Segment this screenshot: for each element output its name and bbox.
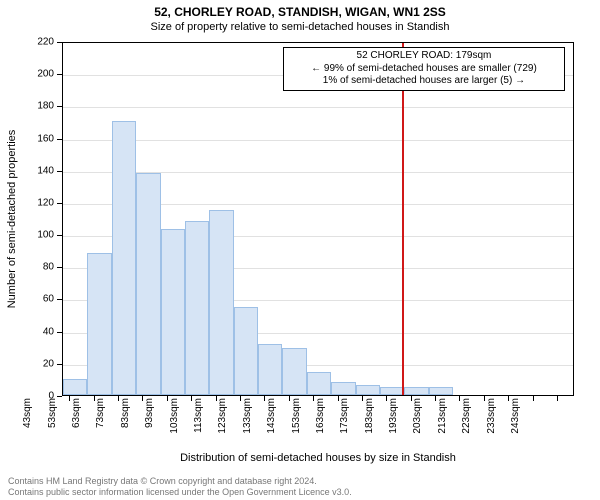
x-tick-label: 243sqm [510, 398, 562, 448]
y-tick [57, 235, 62, 236]
footer: Contains HM Land Registry data © Crown c… [8, 476, 352, 498]
y-tick [57, 396, 62, 397]
histogram-bar [331, 382, 355, 395]
y-tick [57, 203, 62, 204]
y-axis-label: Number of semi-detached properties [6, 42, 18, 396]
chart-container: 52 CHORLEY ROAD: 179sqm ← 99% of semi-de… [0, 0, 600, 500]
y-tick [57, 299, 62, 300]
histogram-bar [63, 379, 87, 395]
histogram-bar [380, 387, 404, 395]
histogram-bar [429, 387, 453, 395]
footer-line-2: Contains public sector information licen… [8, 487, 352, 498]
gridline [63, 107, 573, 108]
y-tick [57, 42, 62, 43]
y-tick [57, 139, 62, 140]
histogram-bar [356, 385, 380, 395]
y-tick [57, 267, 62, 268]
annotation-line-1: 52 CHORLEY ROAD: 179sqm [290, 50, 558, 63]
y-tick [57, 74, 62, 75]
y-tick [57, 106, 62, 107]
gridline [63, 140, 573, 141]
y-tick [57, 171, 62, 172]
x-axis-label: Distribution of semi-detached houses by … [62, 452, 574, 464]
histogram-bar [161, 229, 185, 395]
annotation-line-2: ← 99% of semi-detached houses are smalle… [290, 63, 558, 76]
histogram-bar [112, 121, 136, 395]
histogram-bar [404, 387, 428, 395]
histogram-bar [258, 344, 282, 395]
histogram-bar [209, 210, 233, 395]
plot-area: 52 CHORLEY ROAD: 179sqm ← 99% of semi-de… [62, 42, 574, 396]
annotation-box: 52 CHORLEY ROAD: 179sqm ← 99% of semi-de… [283, 47, 565, 91]
histogram-bar [234, 307, 258, 396]
histogram-bar [282, 348, 306, 395]
y-tick [57, 364, 62, 365]
annotation-line-3: 1% of semi-detached houses are larger (5… [290, 75, 558, 88]
histogram-bar [136, 173, 160, 395]
histogram-bar [185, 221, 209, 395]
marker-line [402, 43, 404, 395]
y-tick [57, 332, 62, 333]
histogram-bar [87, 253, 111, 395]
histogram-bar [307, 372, 331, 395]
footer-line-1: Contains HM Land Registry data © Crown c… [8, 476, 352, 487]
